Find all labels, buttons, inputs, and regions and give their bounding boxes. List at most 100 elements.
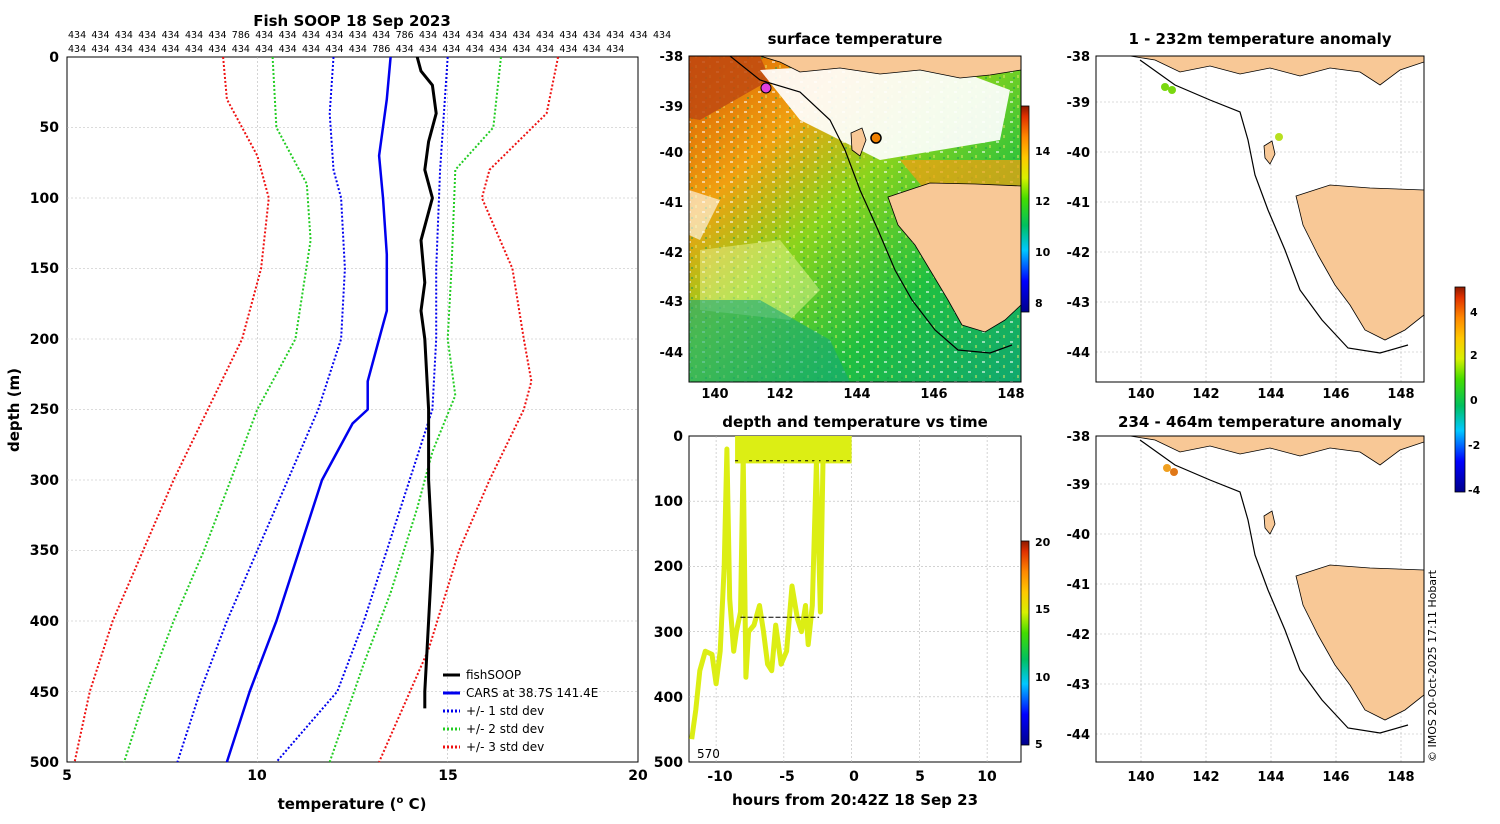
anom2-lat-43: -43: [1067, 678, 1091, 693]
cast-id-1-1: 434: [91, 30, 109, 41]
profile-ylabel: depth (m): [5, 368, 23, 452]
anom2-marker-b: [1170, 468, 1178, 476]
anom1-lat-38: -38: [1067, 50, 1091, 65]
cast-id-1-20: 434: [536, 30, 554, 41]
sst-lon-142: 142: [766, 387, 793, 402]
std1-upper-line: [275, 56, 449, 763]
time-ytick-100: 100: [654, 494, 683, 510]
anom2-lat-44: -44: [1067, 728, 1091, 743]
time-ytick-0: 0: [673, 429, 683, 445]
anom1-axes-box: [1095, 55, 1425, 383]
cast-id-2-12: 434: [349, 44, 367, 55]
sst-lon-148: 148: [997, 387, 1024, 402]
time-ytick-300: 300: [654, 625, 683, 641]
anom2-lon-146: 146: [1322, 770, 1349, 785]
cast-id-2-2: 434: [115, 44, 133, 55]
cast-id-2-16: 434: [442, 44, 460, 55]
cast-id-1-23: 434: [606, 30, 624, 41]
anom2-lat-39: -39: [1067, 478, 1091, 493]
cast-id-2-10: 434: [302, 44, 320, 55]
cast-id-1-7: 786: [232, 30, 250, 41]
sst-vessel-marker: [870, 132, 882, 144]
cast-id-1-25: 434: [653, 30, 671, 41]
time-surface-band: [735, 436, 852, 464]
profile-ytick-100: 100: [30, 191, 59, 207]
cast-id-2-5: 434: [185, 44, 203, 55]
cast-id-1-9: 434: [279, 30, 297, 41]
sst-lon-144: 144: [843, 387, 870, 402]
anom1-lat-41: -41: [1067, 196, 1091, 211]
cast-id-2-18: 434: [489, 44, 507, 55]
time-xlabel: hours from 20:42Z 18 Sep 23: [732, 791, 978, 809]
sst-shelf-contour: [729, 56, 1013, 354]
std2-lower-line: [123, 56, 312, 763]
legend-std1: +/- 1 std dev: [466, 704, 544, 718]
cast-id-2-9: 434: [279, 44, 297, 55]
cast-id-2-22: 434: [583, 44, 601, 55]
cast-id-1-22: 434: [583, 30, 601, 41]
profile-ytick-200: 200: [30, 332, 59, 348]
cast-id-1-21: 434: [559, 30, 577, 41]
profile-xtick-5: 5: [62, 768, 72, 784]
anom1-ticks: -38 -39 -40 -41 -42 -43 -44 140 142 144 …: [1067, 50, 1415, 402]
cast-id-1-19: 434: [513, 30, 531, 41]
anom1-lat-43: -43: [1067, 296, 1091, 311]
cast-id-2-11: 434: [325, 44, 343, 55]
anom2-lat-42: -42: [1067, 628, 1091, 643]
cast-id-labels: 434 434 434 434 434 434 434 786 434 434 434 434 434 4…: [68, 30, 671, 55]
sst-land: [759, 56, 1021, 333]
std3-lower-line: [73, 56, 270, 763]
legend-std3: +/- 3 std dev: [466, 740, 544, 754]
profile-xtick-15: 15: [438, 768, 457, 784]
cast-id-1-15: 434: [419, 30, 437, 41]
cast-id-1-13: 434: [372, 30, 390, 41]
time-cbar-10: 10: [1035, 671, 1051, 684]
anom1-lon-146: 146: [1322, 387, 1349, 402]
cast-id-2-6: 434: [208, 44, 226, 55]
anom1-marker-c: [1275, 133, 1283, 141]
time-ytick-200: 200: [654, 559, 683, 575]
cast-id-1-0: 434: [68, 30, 86, 41]
sst-lat-41: -41: [660, 196, 684, 211]
profile-legend: fishSOOP CARS at 38.7S 141.4E +/- 1 std …: [443, 668, 598, 754]
cast-id-1-3: 434: [138, 30, 156, 41]
time-cbar-20: 20: [1035, 536, 1051, 549]
time-title: depth and temperature vs time: [722, 413, 988, 431]
anom1-lon-142: 142: [1192, 387, 1219, 402]
cast-id-2-15: 434: [419, 44, 437, 55]
profile-ytick-300: 300: [30, 473, 59, 489]
cast-id-1-5: 434: [185, 30, 203, 41]
anom1-marker-a: [1161, 83, 1169, 91]
cast-id-1-6: 434: [208, 30, 226, 41]
anom2-title: 234 - 464m temperature anomaly: [1118, 413, 1402, 431]
time-note: 570: [697, 747, 720, 761]
profile-ytick-150: 150: [30, 261, 59, 277]
cast-id-1-2: 434: [115, 30, 133, 41]
cast-id-1-16: 434: [442, 30, 460, 41]
anom1-lat-44: -44: [1067, 346, 1091, 361]
time-ytick-400: 400: [654, 690, 683, 706]
profile-ytick-450: 450: [30, 685, 59, 701]
sst-station-marker: [760, 82, 772, 94]
anom-cbar-m2: -2: [1468, 439, 1480, 452]
time-lines: [689, 436, 852, 740]
anom2-lon-140: 140: [1127, 770, 1154, 785]
anom2-shelf-contour: [1139, 439, 1409, 734]
sst-cbar-12: 12: [1035, 195, 1050, 208]
cast-id-1-8: 434: [255, 30, 273, 41]
sst-lon-140: 140: [701, 387, 728, 402]
sst-cbar-8: 8: [1035, 297, 1043, 310]
anom1-lon-144: 144: [1257, 387, 1284, 402]
cast-id-2-1: 434: [91, 44, 109, 55]
sst-cbar-14: 14: [1035, 145, 1051, 158]
sst-map-image: [689, 56, 1021, 382]
profile-ytick-50: 50: [40, 120, 60, 136]
profile-xlabel: temperature (o C): [278, 795, 427, 813]
cast-id-2-20: 434: [536, 44, 554, 55]
time-colorbar: 20 15 10 5: [1020, 536, 1051, 751]
time-ticks: -10 -5 0 5 10 0 100 200 300 400 500: [654, 429, 997, 785]
anom1-lon-148: 148: [1387, 387, 1414, 402]
profile-ytick-350: 350: [30, 543, 59, 559]
profile-ytick-400: 400: [30, 614, 59, 630]
anom2-marker-a: [1163, 464, 1171, 472]
